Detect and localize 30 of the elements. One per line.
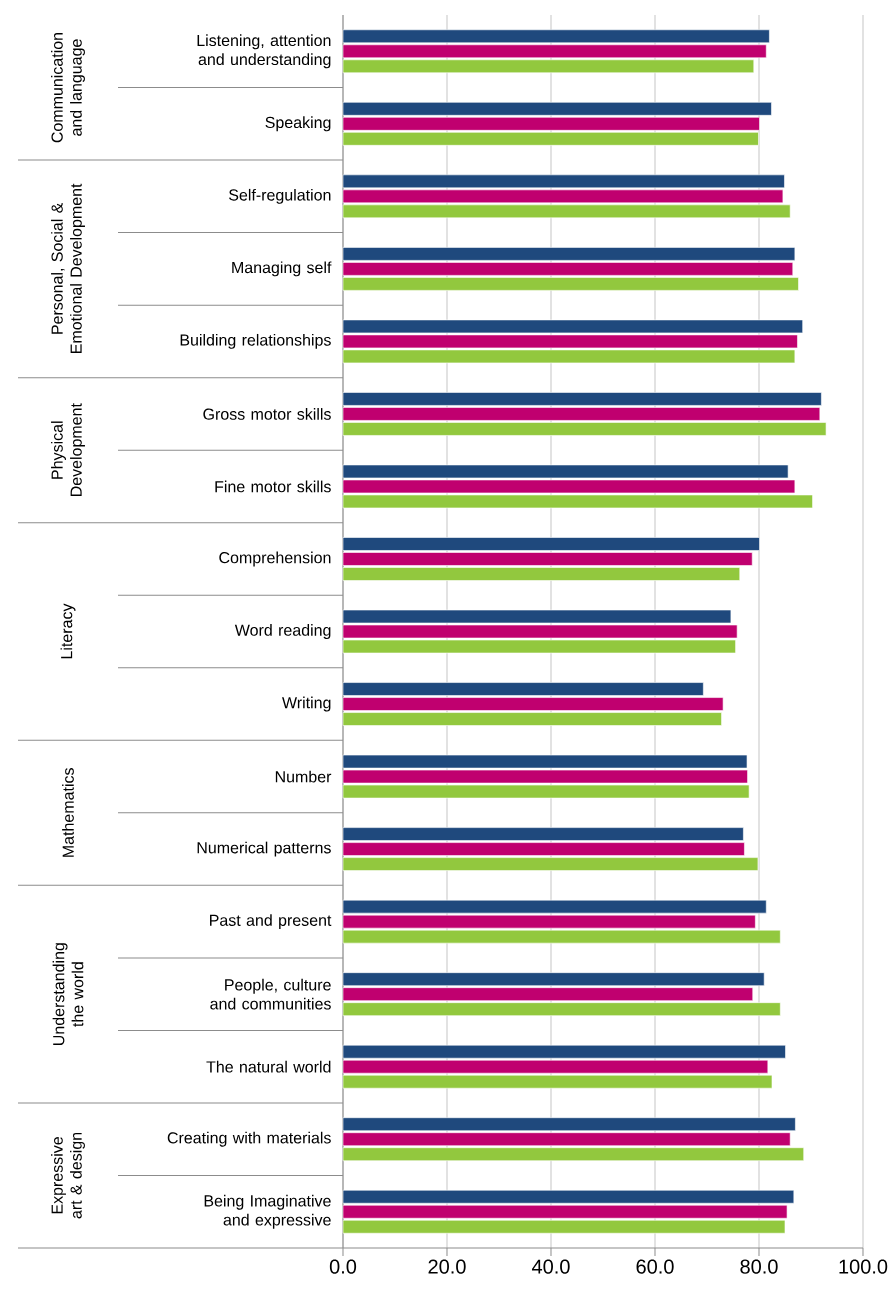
text: Literacy [60, 603, 76, 659]
y-tick-label: The natural world [206, 1060, 331, 1073]
text: Personal, Social & Emotional Development [51, 183, 85, 353]
text: Communication and language [51, 33, 85, 143]
y-tick-label: Speaking [265, 116, 331, 132]
text: Physical Development [51, 403, 85, 497]
x-tick-label: 100.0 [839, 1259, 888, 1274]
y-tick-label: Word reading [234, 624, 331, 639]
y-tick-label: Managing self [232, 261, 332, 277]
text: Mathematics [62, 768, 74, 857]
y-tick-label: Fine motor skills [215, 480, 331, 493]
x-tick-label: 80.0 [740, 1259, 778, 1274]
text: Understanding the world [52, 943, 84, 1045]
y-tick-label: Comprehension [219, 551, 331, 567]
x-tick-label: 20.0 [428, 1259, 466, 1274]
y-tick-label: Self-regulation [229, 188, 331, 204]
y-tick-label: Writing [282, 696, 331, 712]
y-tick-label: Gross motor skills [203, 408, 331, 420]
y-tick-label: Number [275, 770, 332, 783]
y-tick-label: Being Imaginative and expressive [204, 1194, 331, 1229]
x-tick-label: 60.0 [636, 1259, 674, 1274]
y-tick-label: People, culture and communities [210, 978, 331, 1010]
x-tick-label: 40.0 [531, 1259, 570, 1274]
x-tick-label: 0.0 [329, 1259, 357, 1274]
y-tick-label: Building relationships [180, 333, 331, 349]
text: Expressive art & design [51, 1132, 85, 1219]
y-tick-label: Listening, attention and understanding [197, 34, 331, 69]
y-tick-label: Numerical patterns [197, 841, 331, 857]
y-tick-label: Past and present [210, 914, 332, 930]
y-tick-label: Creating with materials [167, 1131, 331, 1147]
